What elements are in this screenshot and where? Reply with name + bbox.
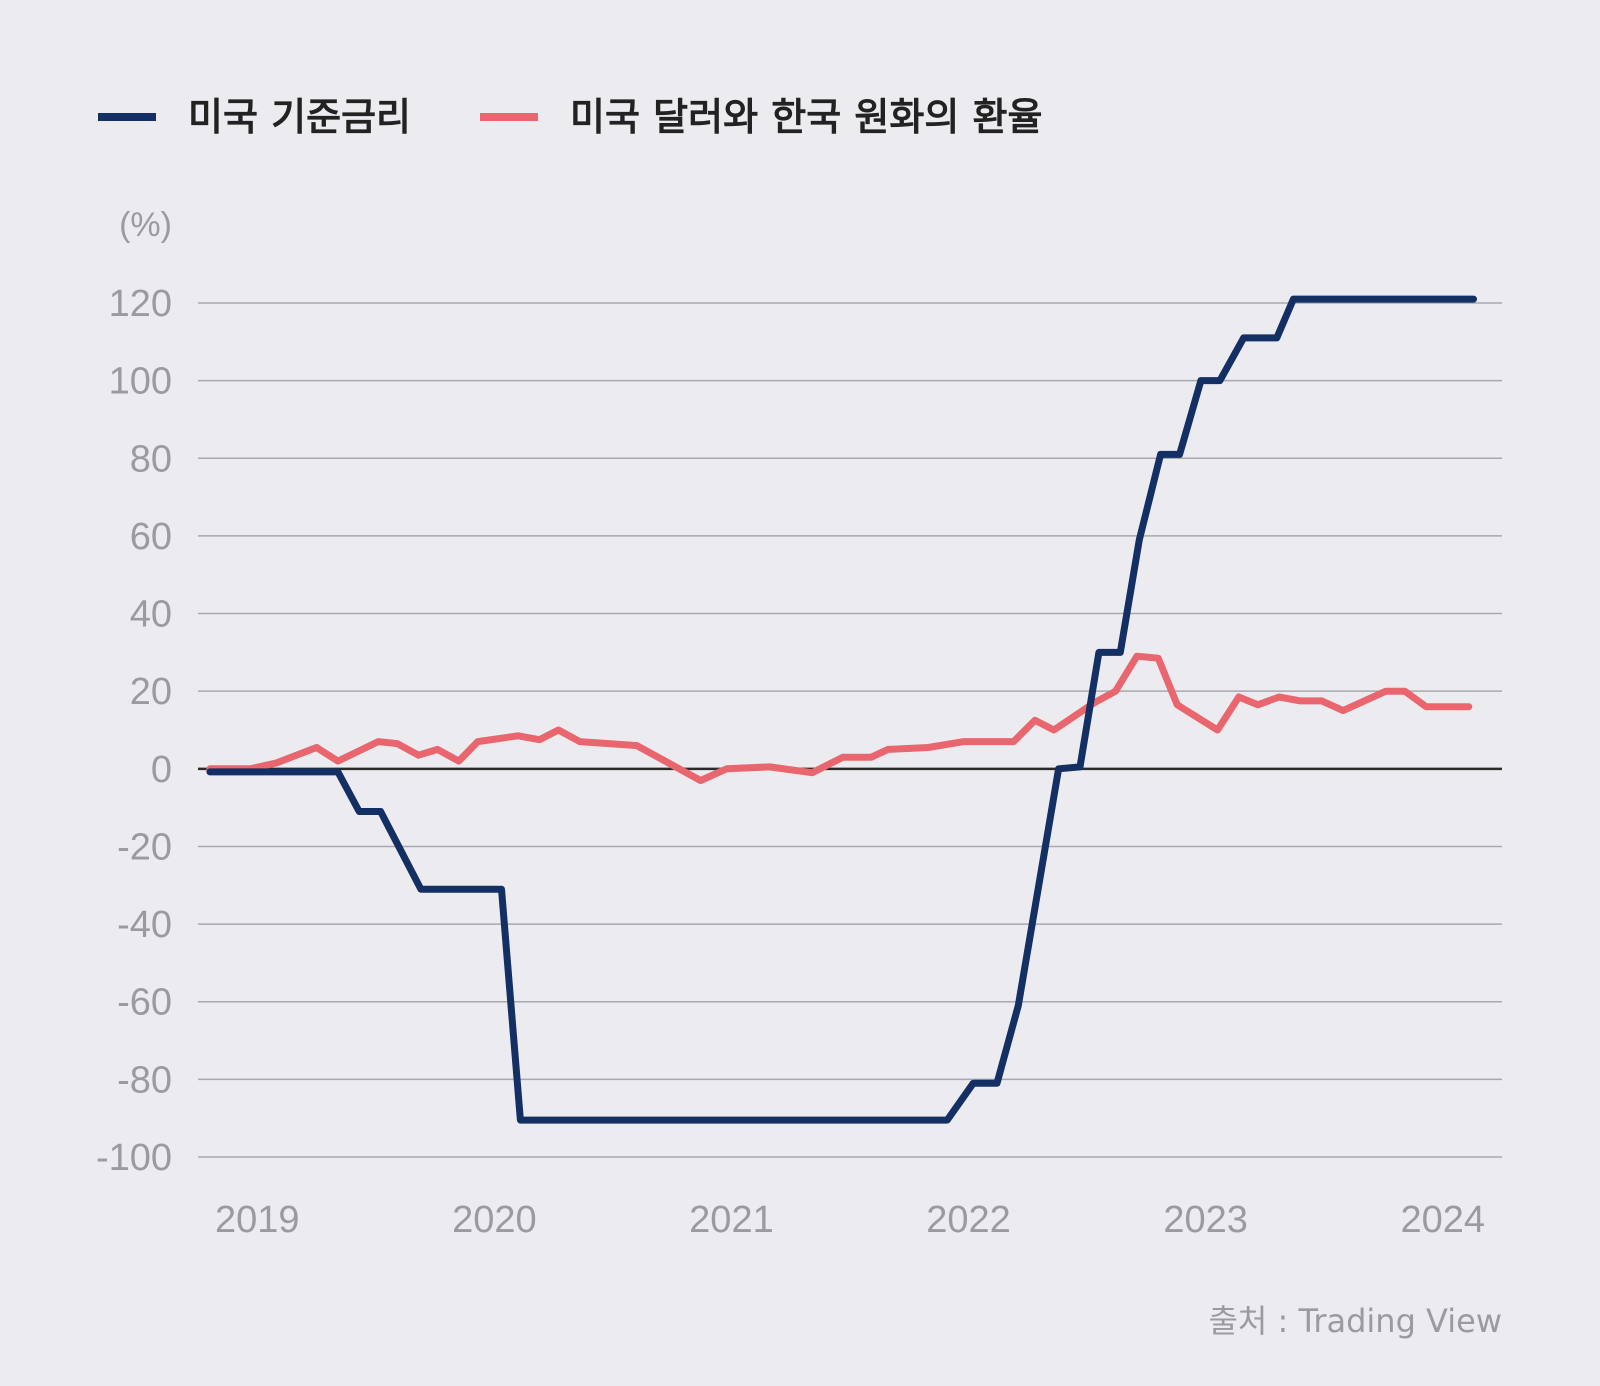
- series-line-fed-rate: [206, 295, 1477, 1124]
- series-layer: [206, 295, 1477, 1124]
- y-tick-label: 120: [109, 283, 172, 325]
- x-tick-label: 2019: [215, 1199, 300, 1241]
- legend: 미국 기준금리 미국 달러와 한국 원화의 환율: [98, 95, 1042, 139]
- y-tick-label: 40: [130, 594, 172, 636]
- y-tick-label: -40: [117, 904, 172, 946]
- x-axis-ticks: 2019 2020 2021 2022 2023 2024: [215, 1199, 1485, 1241]
- y-axis-unit-label: (%): [119, 206, 172, 244]
- x-tick-label: 2022: [926, 1199, 1011, 1241]
- x-tick-label: 2020: [452, 1199, 537, 1241]
- x-tick-label: 2023: [1163, 1199, 1248, 1241]
- y-axis-ticks: 120 100 80 60 40 20 0 -20 -40 -60 -80 -100: [96, 283, 172, 1179]
- gridlines: [198, 302, 1502, 1158]
- series-line-exchange-rate: [206, 652, 1473, 784]
- y-tick-label: 80: [130, 438, 172, 480]
- y-tick-label: -60: [117, 982, 172, 1024]
- y-tick-label: -100: [96, 1137, 172, 1179]
- legend-label-fed-rate: 미국 기준금리: [188, 95, 411, 139]
- y-tick-label: -20: [117, 826, 172, 868]
- legend-label-exchange-rate: 미국 달러와 한국 원화의 환율: [570, 95, 1042, 139]
- x-tick-label: 2021: [689, 1199, 774, 1241]
- y-tick-label: 0: [151, 749, 172, 791]
- y-tick-label: 60: [130, 516, 172, 558]
- source-label: 출처 : Trading View: [1208, 1302, 1502, 1340]
- x-tick-label: 2024: [1400, 1199, 1485, 1241]
- y-tick-label: 100: [109, 361, 172, 403]
- y-tick-label: 20: [130, 671, 172, 713]
- y-tick-label: -80: [117, 1059, 172, 1101]
